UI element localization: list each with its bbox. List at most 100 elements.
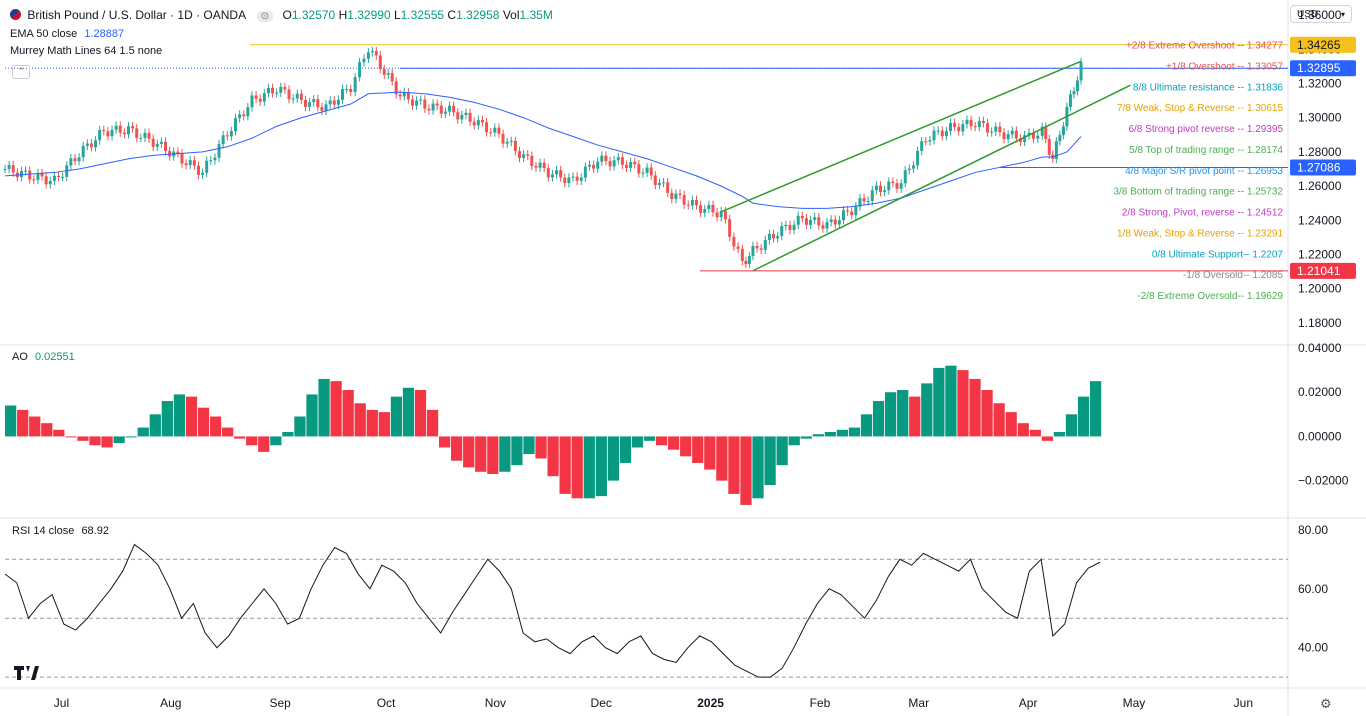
low-value: 1.32555	[400, 8, 445, 22]
candle-body	[225, 135, 229, 137]
tradingview-logo[interactable]	[14, 666, 40, 685]
price-badge	[1290, 262, 1356, 279]
candle-body	[24, 170, 28, 172]
candle-body	[209, 160, 213, 162]
murrey-level-label: 2/8 Strong, Pivot, reverse -- 1.24512	[1122, 208, 1284, 219]
candle-body	[1068, 94, 1072, 107]
candle-body	[390, 73, 394, 82]
ao-bar	[523, 436, 535, 455]
time-tick-label: Apr	[1019, 696, 1038, 710]
candle-body	[682, 194, 686, 205]
candle-body	[641, 172, 645, 174]
ao-bar	[631, 436, 644, 448]
collapse-legend-icon[interactable]: ⌃	[12, 65, 30, 79]
channel-lower-line	[752, 84, 1131, 272]
ao-bar	[535, 436, 547, 459]
settings-gear-icon[interactable]: ⚙	[1320, 696, 1332, 711]
candle-body	[139, 137, 143, 139]
candle-body	[870, 190, 874, 202]
ao-bar	[77, 436, 89, 441]
candle-body	[694, 199, 698, 206]
candle-body	[608, 161, 612, 167]
candle-body	[501, 133, 505, 144]
candle-body	[891, 181, 895, 184]
candle-body	[456, 112, 460, 120]
candle-body	[969, 119, 973, 127]
rsi-tick-label: 40.00	[1298, 641, 1328, 655]
candle-body	[728, 219, 732, 237]
candle-body	[476, 120, 480, 126]
ao-bar	[451, 436, 463, 461]
price-badge	[1290, 60, 1356, 77]
candle-body	[505, 141, 509, 144]
candle-body	[36, 173, 40, 180]
ao-bar	[438, 436, 451, 448]
candle-body	[633, 161, 637, 165]
candle-body	[907, 168, 911, 171]
ao-bar	[499, 436, 511, 472]
ao-bar	[704, 436, 716, 470]
candle-body	[571, 176, 575, 178]
candle-body	[201, 172, 205, 175]
ao-bar	[1029, 429, 1041, 437]
candle-body	[246, 107, 250, 117]
ao-bar	[1089, 381, 1102, 437]
candle-body	[1006, 134, 1010, 140]
candle-body	[7, 165, 11, 170]
candle-body	[772, 233, 776, 239]
candle-body	[1058, 135, 1062, 142]
candle-body	[406, 92, 410, 100]
candle-body	[320, 107, 324, 111]
ao-bar	[318, 378, 330, 437]
candle-body	[336, 99, 340, 105]
ao-value: 0.02551	[34, 351, 75, 363]
candle-body	[131, 126, 135, 129]
vol-value: 1.35M	[519, 8, 553, 22]
ema-legend[interactable]: EMA 50 close 1.28887	[10, 28, 124, 40]
candle-body	[920, 141, 924, 152]
ao-bar	[354, 403, 366, 437]
ao-bar	[414, 390, 427, 437]
candle-body	[579, 177, 583, 181]
time-tick-label: Jun	[1234, 696, 1253, 710]
price-tick-label: 1.18000	[1298, 316, 1342, 330]
candle-body	[662, 182, 666, 184]
currency-selector[interactable]: USD ▾	[1290, 5, 1352, 23]
candle-body	[736, 246, 740, 249]
ao-bar	[716, 436, 728, 481]
eye-icon[interactable]: ⊙	[256, 11, 274, 22]
murrey-level-label: 1/8 Weak, Stop & Reverse -- 1.23291	[1117, 228, 1283, 239]
candle-body	[349, 88, 353, 93]
candle-body	[73, 158, 77, 162]
rsi-tick-label: 60.00	[1298, 582, 1328, 596]
candle-body	[600, 155, 604, 162]
candle-body	[928, 140, 932, 142]
candle-body	[299, 93, 303, 100]
candle-body	[443, 111, 447, 114]
candle-body	[233, 118, 237, 132]
candle-body	[316, 99, 320, 108]
ao-bar	[258, 436, 270, 452]
ao-legend[interactable]: AO 0.02551	[12, 351, 75, 363]
candle-body	[612, 160, 616, 167]
candle-body	[940, 130, 944, 137]
candle-body	[899, 183, 903, 189]
murrey-legend[interactable]: Murrey Math Lines 64 1.5 none	[10, 45, 162, 57]
ao-bar	[583, 436, 595, 499]
symbol-title[interactable]: British Pound / U.S. Dollar · 1D · OANDA	[27, 8, 246, 22]
candle-body	[303, 99, 307, 107]
candle-body	[114, 125, 118, 130]
ao-bar	[29, 416, 41, 437]
candle-body	[229, 131, 233, 137]
candle-body	[957, 127, 961, 132]
candle-body	[542, 162, 546, 169]
candle-body	[279, 86, 283, 93]
murrey-level-label: 4/8 Major S/R pivot point -- 1.26953	[1125, 166, 1283, 177]
time-tick-label: 2025	[697, 696, 724, 710]
candle-body	[784, 224, 788, 227]
candle-body	[887, 181, 891, 191]
rsi-legend[interactable]: RSI 14 close 68.92	[12, 525, 109, 537]
candle-body	[546, 168, 550, 178]
time-tick-label: Sep	[270, 696, 292, 710]
